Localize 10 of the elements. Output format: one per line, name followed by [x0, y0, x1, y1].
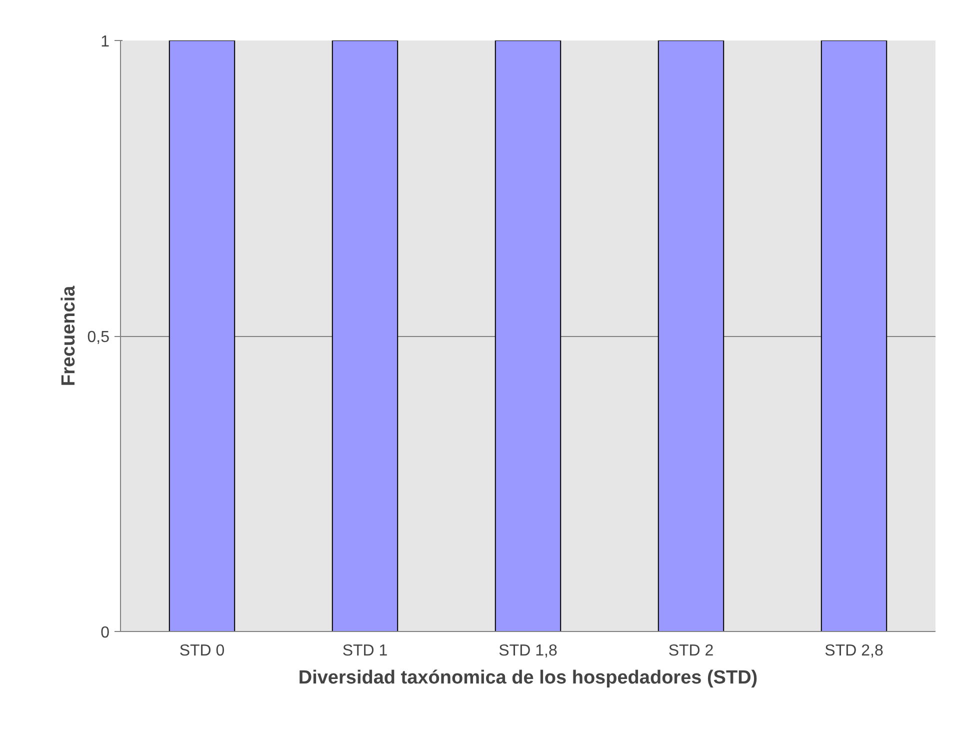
y-tick-label: 0,5: [87, 329, 110, 346]
x-axis-title: Diversidad taxónomica de los hospedadores (STD): [298, 668, 758, 688]
x-tick-label: STD 2,8: [824, 642, 884, 660]
x-tick-label: STD 2: [668, 642, 714, 660]
y-axis-title: Frecuencia: [58, 285, 80, 386]
y-tick-label: 0: [100, 624, 110, 642]
x-tick-label: STD 1: [342, 642, 388, 660]
x-tick-label: STD 0: [179, 642, 225, 660]
y-tick-label: 1: [100, 34, 110, 50]
x-tick-label: STD 1,8: [498, 642, 558, 660]
